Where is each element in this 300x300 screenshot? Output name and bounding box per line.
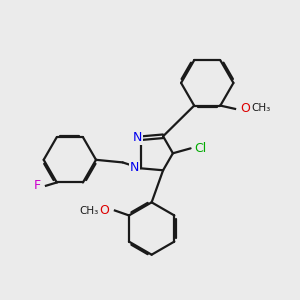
- Text: N: N: [133, 131, 142, 144]
- Text: CH₃: CH₃: [79, 206, 98, 215]
- Text: CH₃: CH₃: [251, 103, 271, 113]
- Text: Cl: Cl: [194, 142, 206, 155]
- Text: N: N: [130, 161, 140, 174]
- Text: O: O: [100, 204, 109, 217]
- Text: F: F: [34, 179, 41, 192]
- Text: O: O: [241, 102, 250, 115]
